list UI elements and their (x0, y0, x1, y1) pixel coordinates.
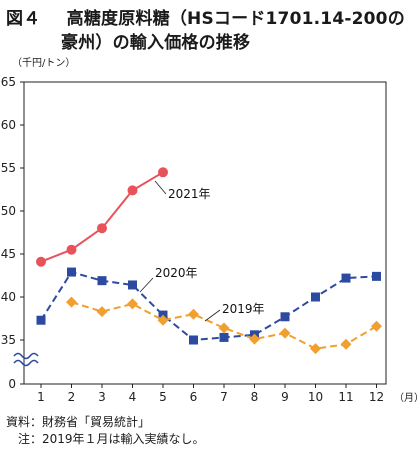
data-point (36, 315, 46, 325)
y-tick-label: 0 (8, 377, 16, 391)
label-leader (154, 180, 167, 195)
data-point (97, 276, 107, 286)
data-point (311, 292, 320, 302)
data-point (96, 306, 108, 318)
data-point (66, 296, 77, 308)
chart-title-text: 高糖度原料糖（HSコード1701.14-200の (66, 9, 405, 29)
data-point (279, 327, 291, 339)
y-tick-label: 65 (1, 75, 16, 89)
data-point (280, 312, 290, 322)
x-tick-label: 2 (68, 390, 76, 404)
data-point (36, 256, 46, 267)
data-point (341, 273, 351, 283)
footnote: 注：2019年１月は輸入実績なし。 (18, 432, 205, 446)
x-tick-label: 3 (98, 390, 106, 404)
series-label: 2020年 (155, 266, 198, 280)
data-point (157, 314, 169, 326)
chart-title-line2: 豪州）の輸入価格の推移 (61, 33, 251, 53)
y-tick-label: 35 (1, 333, 16, 347)
y-tick-label: 45 (1, 247, 16, 261)
data-point (158, 167, 168, 178)
label-leader (204, 309, 221, 322)
data-point (67, 267, 76, 277)
x-tick-label: 6 (190, 390, 198, 404)
series-line (71, 301, 378, 350)
data-point (127, 185, 138, 196)
data-point (249, 333, 260, 345)
data-point (371, 320, 382, 332)
y-tick-label: 60 (1, 118, 16, 132)
axis-break-mark (13, 352, 39, 360)
data-point (340, 338, 352, 350)
x-tick-label: 4 (129, 390, 137, 404)
y-tick-label: 50 (1, 204, 16, 218)
series-label: 2019年 (222, 302, 265, 316)
data-point (128, 280, 137, 290)
figure-number: 図４ (6, 9, 41, 29)
x-tick-label: 12 (369, 390, 384, 404)
data-point (189, 335, 198, 345)
x-axis-unit: （月） (394, 392, 420, 404)
label-leader (139, 277, 154, 293)
data-point (219, 332, 229, 342)
x-tick-label: 10 (308, 390, 323, 404)
data-point (188, 308, 199, 320)
x-tick-label: 5 (159, 390, 167, 404)
series-label: 2021年 (168, 187, 211, 201)
x-tick-label: 7 (220, 390, 228, 404)
y-tick-label: 55 (1, 161, 16, 175)
x-tick-label: 1 (37, 390, 45, 404)
plot-frame (23, 81, 387, 385)
x-tick-label: 11 (338, 390, 353, 404)
chart-title-line1: 図４ 高糖度原料糖（HSコード1701.14-200の (6, 4, 405, 29)
y-axis-unit: （千円/トン） (12, 57, 75, 69)
axis-break-mark (13, 359, 39, 367)
x-tick-label: 9 (281, 390, 289, 404)
series-line (40, 171, 164, 263)
y-tick-label: 40 (1, 290, 16, 304)
data-point (127, 298, 138, 310)
data-point (218, 322, 230, 334)
data-point (372, 271, 381, 281)
data-point (310, 343, 321, 355)
series-line (40, 270, 377, 342)
data-point (97, 223, 107, 234)
source-note: 資料：財務省「貿易統計」 (6, 415, 151, 429)
x-tick-label: 8 (251, 390, 259, 404)
data-point (66, 244, 77, 255)
